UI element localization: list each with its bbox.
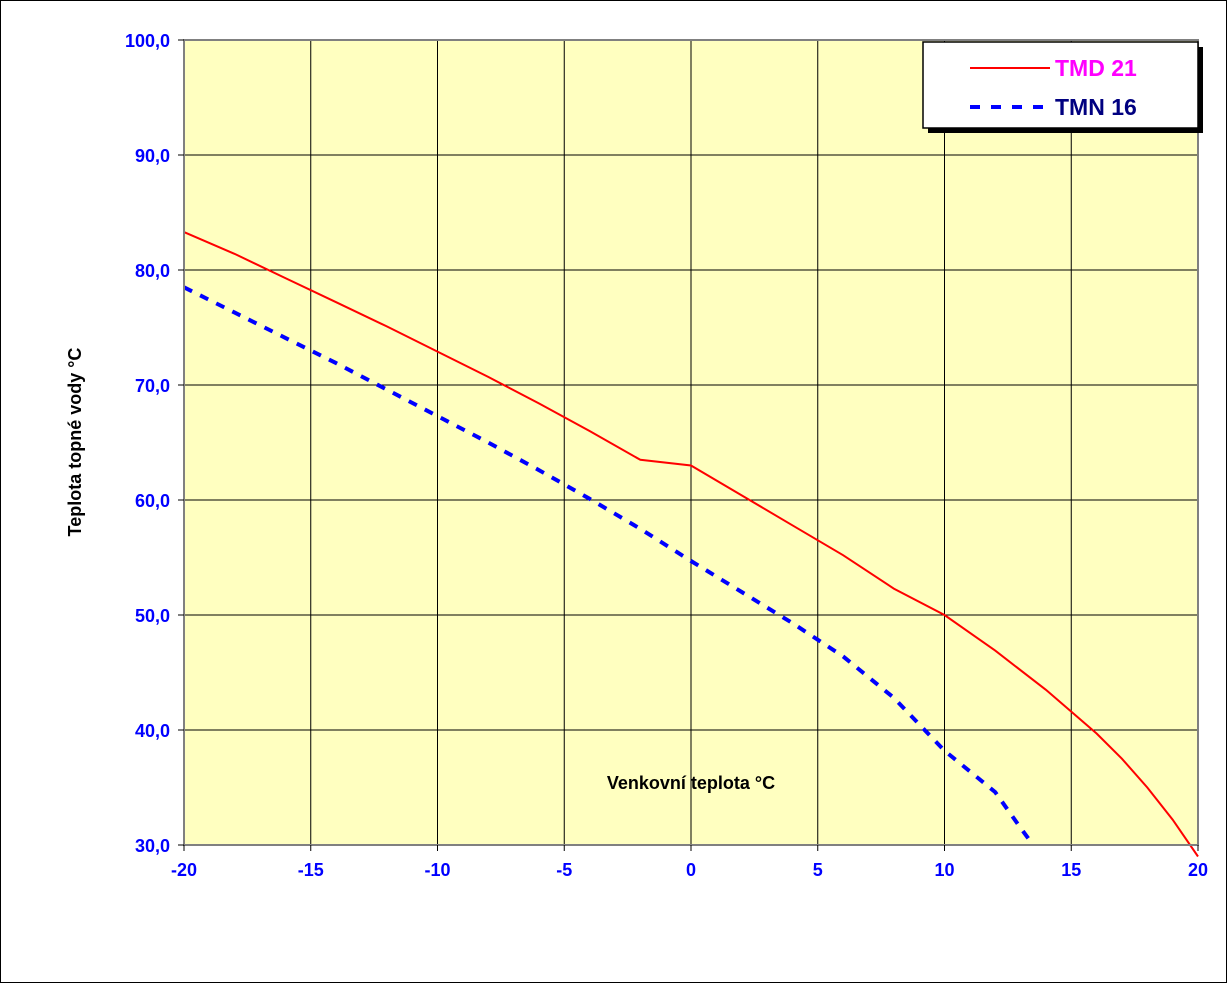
legend: TMD 21 TMN 16 [922, 41, 1203, 133]
x-axis-label: Venkovní teplota °C [607, 773, 775, 793]
y-tick-label: 100,0 [125, 31, 170, 51]
x-tick-label: 15 [1061, 860, 1081, 880]
legend-label-tmd-21: TMD 21 [1055, 55, 1137, 81]
series-line-tmn-16 [183, 285, 1035, 847]
legend-label-tmn-16: TMN 16 [1055, 94, 1137, 120]
y-tick-label: 70,0 [135, 376, 170, 396]
y-tick-label: 80,0 [135, 261, 170, 281]
x-tick-label: -5 [556, 860, 572, 880]
x-tick-label: 10 [934, 860, 954, 880]
y-axis-label: Teplota topné vody °C [65, 348, 85, 537]
y-tick-label: 50,0 [135, 606, 170, 626]
series-lines [183, 231, 1199, 858]
x-tick-label: 0 [686, 860, 696, 880]
x-tick-labels: -20 -15 -10 -5 0 5 10 15 20 [171, 845, 1208, 880]
x-tick-label: -15 [298, 860, 324, 880]
series-line-tmd-21 [183, 231, 1199, 858]
y-tick-labels: 30,0 40,0 50,0 60,0 70,0 80,0 90,0 100,0 [125, 31, 184, 856]
x-tick-label: -10 [424, 860, 450, 880]
x-tick-label: -20 [171, 860, 197, 880]
legend-box [922, 41, 1199, 129]
y-tick-label: 30,0 [135, 836, 170, 856]
y-tick-label: 60,0 [135, 491, 170, 511]
y-tick-label: 90,0 [135, 146, 170, 166]
y-tick-label: 40,0 [135, 721, 170, 741]
x-tick-label: 5 [813, 860, 823, 880]
x-tick-label: 20 [1188, 860, 1208, 880]
